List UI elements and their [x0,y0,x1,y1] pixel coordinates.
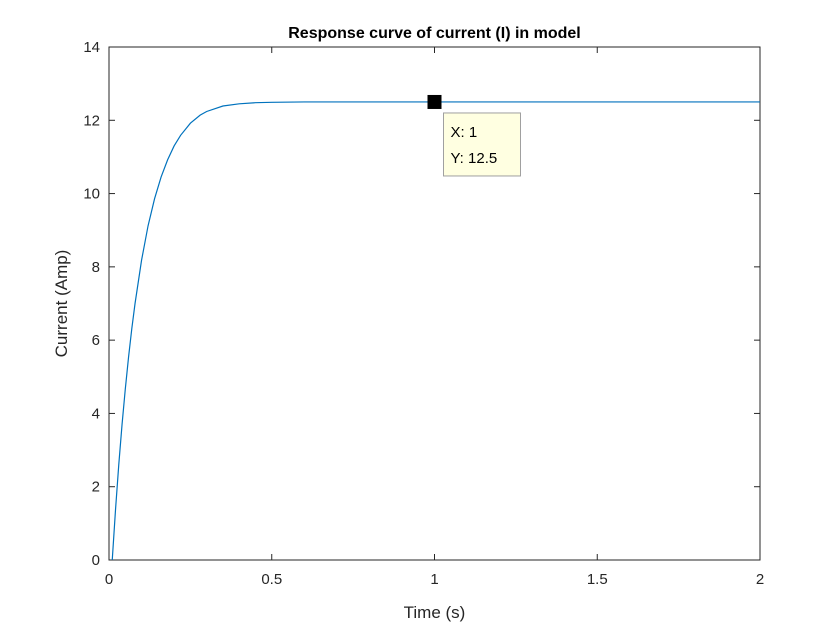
y-axis-label: Current (Amp) [52,250,71,358]
x-tick-label: 0 [105,571,113,588]
chart-title: Response curve of current (I) in model [288,25,581,42]
data-tip-box [443,112,521,177]
axis-ticks: 0 0.5 1 1.5 2 0 2 4 6 8 10 12 14 [83,39,764,588]
y-tick-label: 10 [83,186,100,203]
data-tip[interactable]: X: 1 Y: 12.5 [427,94,521,177]
x-tick-label: 1 [430,571,438,588]
x-tick-label: 0.5 [261,571,282,588]
x-tick-label: 2 [756,571,764,588]
y-tick-label: 14 [83,39,100,56]
axes-box [108,46,761,561]
plot-area[interactable]: 0 0.5 1 1.5 2 0 2 4 6 8 10 12 14 X: 1 Y: 12.5 [83,39,764,588]
data-tip-x-label: X: 1 [451,124,478,141]
y-tick-label: 8 [92,259,100,276]
data-tip-y-label: Y: 12.5 [451,150,498,167]
y-tick-label: 4 [92,405,100,422]
x-axis-label: Time (s) [404,603,466,622]
y-tick-label: 12 [83,112,100,129]
x-tick-label: 1.5 [587,571,608,588]
y-tick-label: 2 [92,479,100,496]
y-tick-label: 6 [92,332,100,349]
y-tick-label: 0 [92,552,100,569]
data-tip-marker[interactable] [427,94,442,109]
